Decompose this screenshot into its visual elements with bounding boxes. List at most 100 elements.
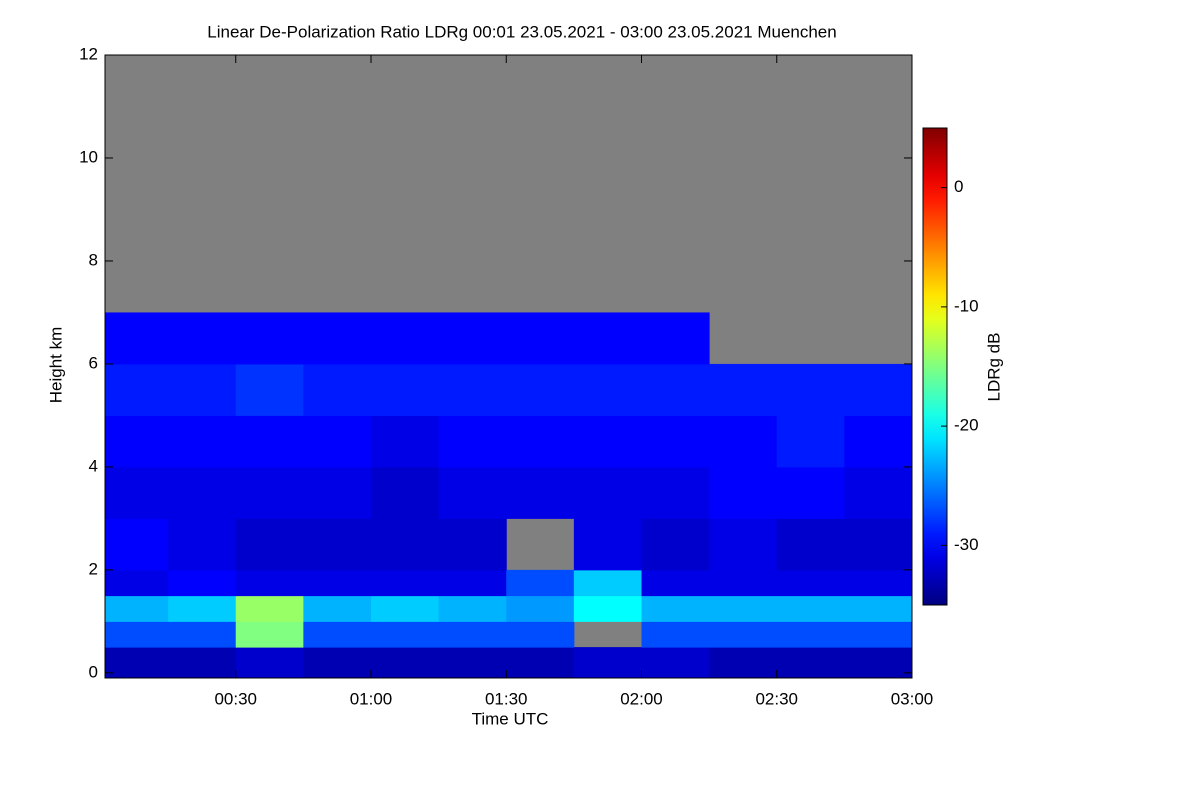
y-tick-label: 10 [79,147,98,166]
heatmap-cell [303,621,372,648]
heatmap-cell [235,647,304,678]
heatmap-cell [641,312,710,365]
heatmap-cell [105,647,169,678]
heatmap-cell [506,621,575,648]
heatmap-cell [641,363,710,416]
heatmap-cell [105,518,169,571]
heatmap-cell [844,518,912,571]
heatmap-cell [776,518,845,571]
heatmap-cell [235,415,304,468]
heatmap-cell [105,569,169,597]
heatmap-cell [168,415,237,468]
colorbar-label: LDRg dB [984,333,1003,402]
heatmap-cell [709,518,778,571]
heatmap-cell [506,312,575,365]
colorbar-tick-label: -10 [954,296,979,315]
heatmap-cell [370,621,440,648]
heatmap-cell [168,466,237,519]
heatmap-cell [641,415,710,468]
heatmap-cell [235,312,304,365]
y-tick-label: 2 [89,559,98,578]
heatmap-cell [641,595,710,622]
x-tick-label: 01:00 [350,689,393,708]
heatmap-cell [105,595,169,622]
heatmap-cell [438,363,507,416]
heatmap-cell [105,415,169,468]
x-tick-label: 02:00 [620,689,663,708]
heatmap-cell [303,569,372,597]
heatmap-cell [105,312,169,365]
heatmap-cell [776,466,845,519]
heatmap-cell [573,647,642,678]
heatmap-cell [506,466,575,519]
heatmap-cell [168,595,237,622]
heatmap-cell [641,518,710,571]
heatmap [105,55,912,678]
heatmap-cell [844,415,912,468]
heatmap-cell [105,363,169,416]
heatmap-cell [844,595,912,622]
heatmap-cell [235,569,304,597]
chart-title: Linear De-Polarization Ratio LDRg 00:01 … [207,22,836,41]
heatmap-cell [709,569,778,597]
heatmap-cell [168,312,237,365]
heatmap-cell [235,363,304,416]
heatmap-cell [573,312,642,365]
heatmap-cell [844,647,912,678]
heatmap-cell [573,518,642,571]
heatmap-cell [573,569,642,597]
x-tick-label: 02:30 [755,689,798,708]
heatmap-cell [844,363,912,416]
heatmap-cell [235,518,304,571]
colorbar-tick-label: -30 [954,535,979,554]
heatmap-cell [303,518,372,571]
y-tick-label: 8 [89,250,98,269]
heatmap-cell [303,415,372,468]
heatmap-cell [506,569,575,597]
heatmap-cell [573,363,642,416]
heatmap-cell [438,518,507,571]
heatmap-cell [370,647,440,678]
heatmap-cell [641,647,710,678]
heatmap-cell [506,595,575,622]
heatmap-cell [844,569,912,597]
heatmap-cell [776,569,845,597]
heatmap-cell [168,621,237,648]
y-axis-label: Height km [46,327,65,404]
heatmap-cell [370,415,440,468]
heatmap-cell [438,312,507,365]
heatmap-cell [709,647,778,678]
heatmap-cell [370,363,440,416]
heatmap-cell [573,466,642,519]
heatmap-cell [438,466,507,519]
heatmap-cell [641,621,710,648]
heatmap-cell [370,518,440,571]
heatmap-cell [844,621,912,648]
heatmap-cell [168,569,237,597]
heatmap-cell [776,363,845,416]
heatmap-cell [438,569,507,597]
y-tick-label: 12 [79,44,98,63]
heatmap-cell [844,466,912,519]
heatmap-cell [506,363,575,416]
heatmap-cell [370,569,440,597]
colorbar [922,127,948,606]
heatmap-cell [506,415,575,468]
heatmap-cell [438,621,507,648]
heatmap-cell [235,595,304,622]
heatmap-cell [506,647,575,678]
heatmap-cell [235,621,304,648]
heatmap-cell [303,595,372,622]
x-tick-label: 01:30 [485,689,528,708]
heatmap-cell [303,647,372,678]
x-axis-label: Time UTC [472,709,549,728]
y-tick-label: 6 [89,353,98,372]
heatmap-cell [303,363,372,416]
heatmap-cell [573,415,642,468]
heatmap-cell [370,466,440,519]
heatmap-cell [776,621,845,648]
heatmap-cell [641,466,710,519]
heatmap-cell [776,415,845,468]
